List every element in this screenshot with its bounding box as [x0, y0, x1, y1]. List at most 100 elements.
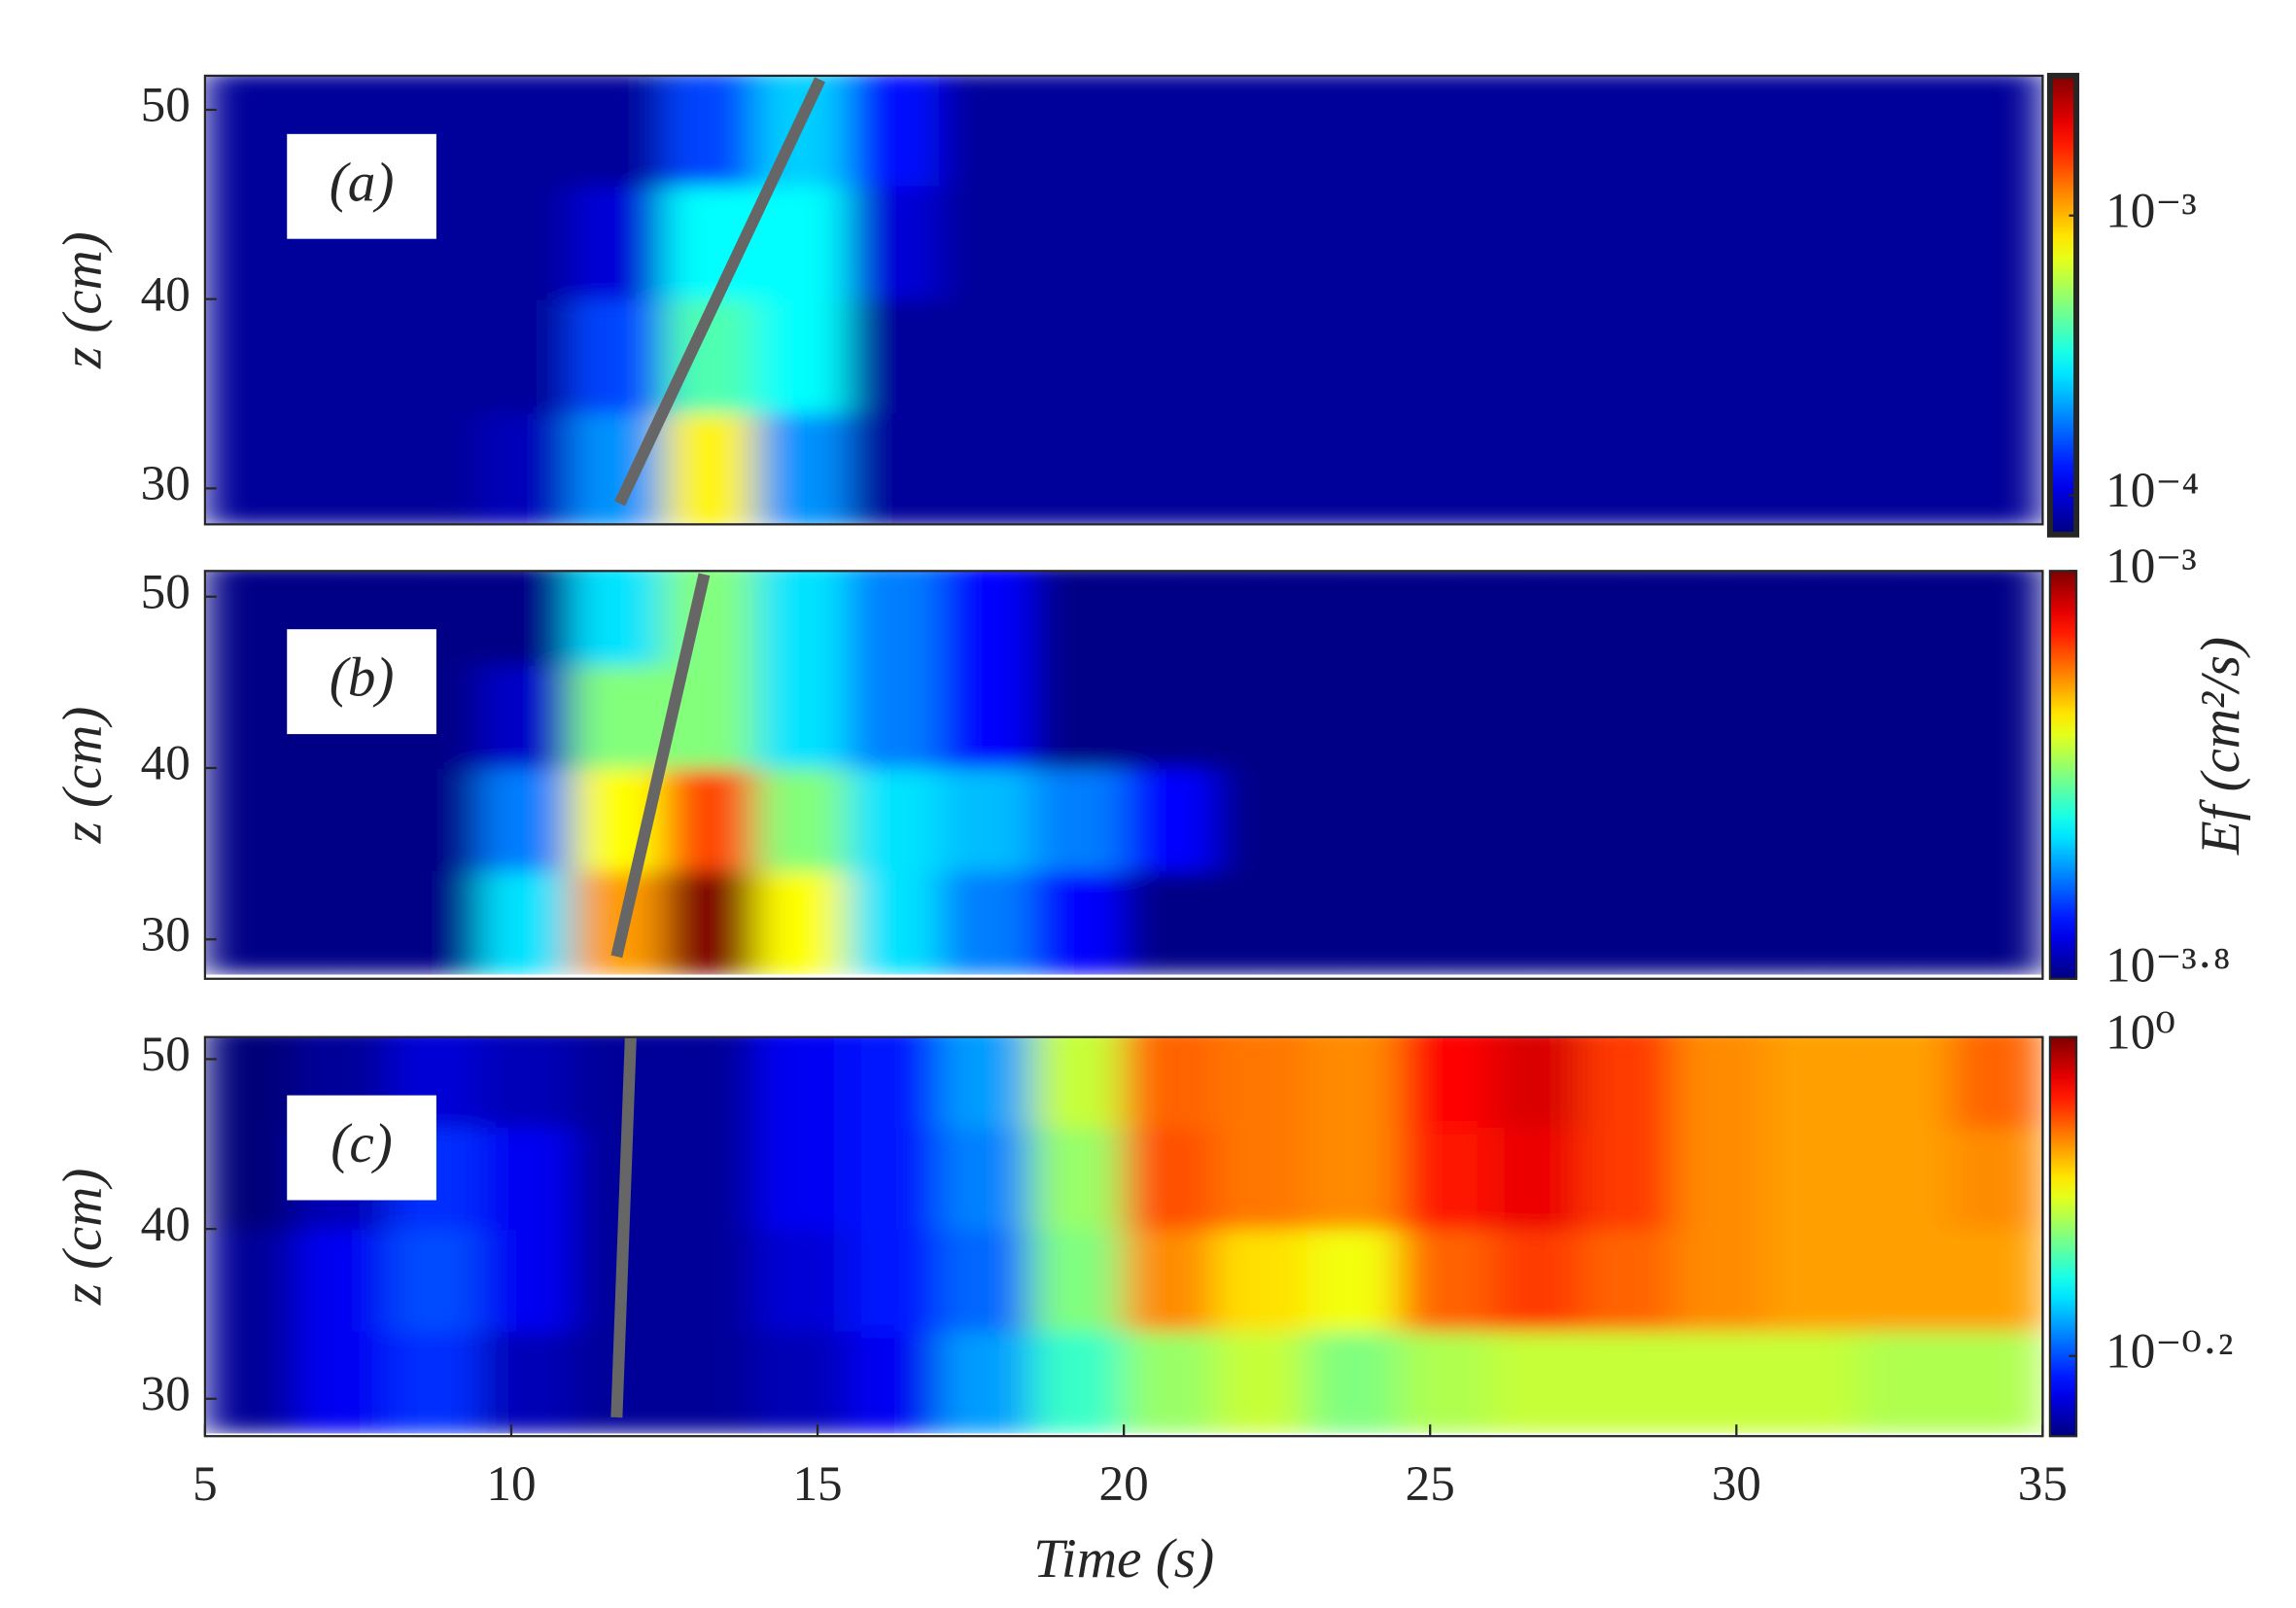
heat-cell	[204, 1228, 298, 1332]
heat-cell	[755, 664, 850, 769]
heatmap-cells	[204, 1036, 2043, 1434]
heat-cell	[663, 411, 757, 525]
heat-cell	[1214, 869, 1308, 975]
heat-cell	[1030, 869, 1125, 975]
heat-cell	[847, 1228, 941, 1332]
heat-cell	[1950, 571, 2043, 666]
heat-cell	[479, 571, 574, 666]
front-line	[610, 573, 711, 959]
colorbar-tick-label: 10⁻³	[2105, 539, 2197, 594]
heat-cell	[479, 1126, 574, 1230]
heat-cell	[1583, 1228, 1677, 1332]
heat-cell	[1583, 767, 1677, 872]
heat-cell	[1674, 767, 1768, 872]
heat-cell	[479, 1228, 574, 1332]
colorbar-tick-label: 10⁻⁰·²	[2105, 1324, 2233, 1380]
heat-cell	[1123, 1036, 1217, 1129]
heat-cell	[479, 297, 574, 414]
heat-cell	[1030, 1330, 1125, 1434]
colorbar-tick-label: 10⁻⁴	[2105, 463, 2199, 518]
heat-cell	[479, 664, 574, 769]
heatmap	[204, 571, 2043, 975]
heat-cell	[1030, 767, 1125, 872]
heat-cell	[1950, 1036, 2043, 1129]
heat-cell	[572, 1036, 666, 1129]
heat-cell	[1398, 1330, 1492, 1434]
heat-cell	[479, 75, 574, 187]
heat-cell	[939, 571, 1033, 666]
heat-cell	[1674, 571, 1768, 666]
heat-cell	[296, 767, 390, 872]
heat-cell	[1398, 571, 1492, 666]
heat-cell	[755, 1228, 850, 1332]
y-tick-label: 40	[141, 1197, 191, 1252]
heat-cell	[1766, 411, 1861, 525]
heat-cell	[388, 869, 482, 975]
heat-cell	[1123, 75, 1217, 187]
heat-cell	[1950, 297, 2043, 414]
heat-cell	[1398, 1228, 1492, 1332]
heat-cell	[847, 411, 941, 525]
heat-cell	[572, 297, 666, 414]
heat-cell	[1030, 297, 1125, 414]
heat-cell	[1674, 664, 1768, 769]
y-tick-label: 50	[141, 565, 191, 620]
heat-cell	[1030, 185, 1125, 300]
heat-cell	[1030, 1228, 1125, 1332]
heat-cell	[1858, 411, 1952, 525]
heat-cell	[1583, 411, 1677, 525]
y-tick-label: 30	[141, 907, 191, 962]
heat-cell	[755, 297, 850, 414]
heat-cell	[1306, 1330, 1401, 1434]
heat-cell	[1490, 185, 1584, 300]
heat-cell	[847, 571, 941, 666]
heat-cell	[388, 767, 482, 872]
heat-cell	[847, 75, 941, 187]
heat-cell	[755, 411, 850, 525]
heat-cell	[1674, 185, 1768, 300]
colorbar	[2048, 1035, 2078, 1438]
heat-cell	[1950, 75, 2043, 187]
heatmap	[204, 75, 2043, 525]
heat-cell	[1858, 1126, 1952, 1230]
heat-cell	[1214, 411, 1308, 525]
heat-cell	[1674, 75, 1768, 187]
heatmap-cells	[204, 75, 2043, 525]
heat-cell	[1766, 1330, 1861, 1434]
heat-cell	[1214, 664, 1308, 769]
heat-cell	[1766, 664, 1861, 769]
heat-cell	[1123, 664, 1217, 769]
heat-cell	[1583, 664, 1677, 769]
heat-cell	[939, 1228, 1033, 1332]
heat-cell	[1306, 571, 1401, 666]
heat-cell	[1490, 767, 1584, 872]
heat-cell	[388, 411, 482, 525]
heat-cell	[204, 297, 298, 414]
y-axis-label: z (cm)	[52, 1169, 113, 1307]
heat-cell	[1674, 1330, 1768, 1434]
heat-cell	[204, 664, 298, 769]
heat-cell	[204, 411, 298, 525]
heat-cell	[572, 664, 666, 769]
heat-cell	[1306, 297, 1401, 414]
heat-cell	[1306, 1228, 1401, 1332]
heat-cell	[1858, 767, 1952, 872]
y-tick-label: 50	[141, 1027, 191, 1082]
heat-cell	[1306, 411, 1401, 525]
y-tick-label: 40	[141, 266, 191, 322]
panel-label-box	[287, 1095, 436, 1201]
heat-cell	[1858, 869, 1952, 975]
heat-cell	[1858, 185, 1952, 300]
heat-cell	[847, 664, 941, 769]
heat-cell	[1214, 1036, 1308, 1129]
plot-frame	[203, 570, 2044, 980]
heat-cell	[1858, 1330, 1952, 1434]
heat-cell	[1123, 297, 1217, 414]
heat-cell	[1306, 767, 1401, 872]
heat-cell	[1583, 1126, 1677, 1230]
heat-cell	[939, 185, 1033, 300]
heat-cell	[1123, 1126, 1217, 1230]
heat-cell	[204, 1126, 298, 1230]
heat-cell	[1674, 297, 1768, 414]
panel-label: (b)	[330, 647, 395, 709]
